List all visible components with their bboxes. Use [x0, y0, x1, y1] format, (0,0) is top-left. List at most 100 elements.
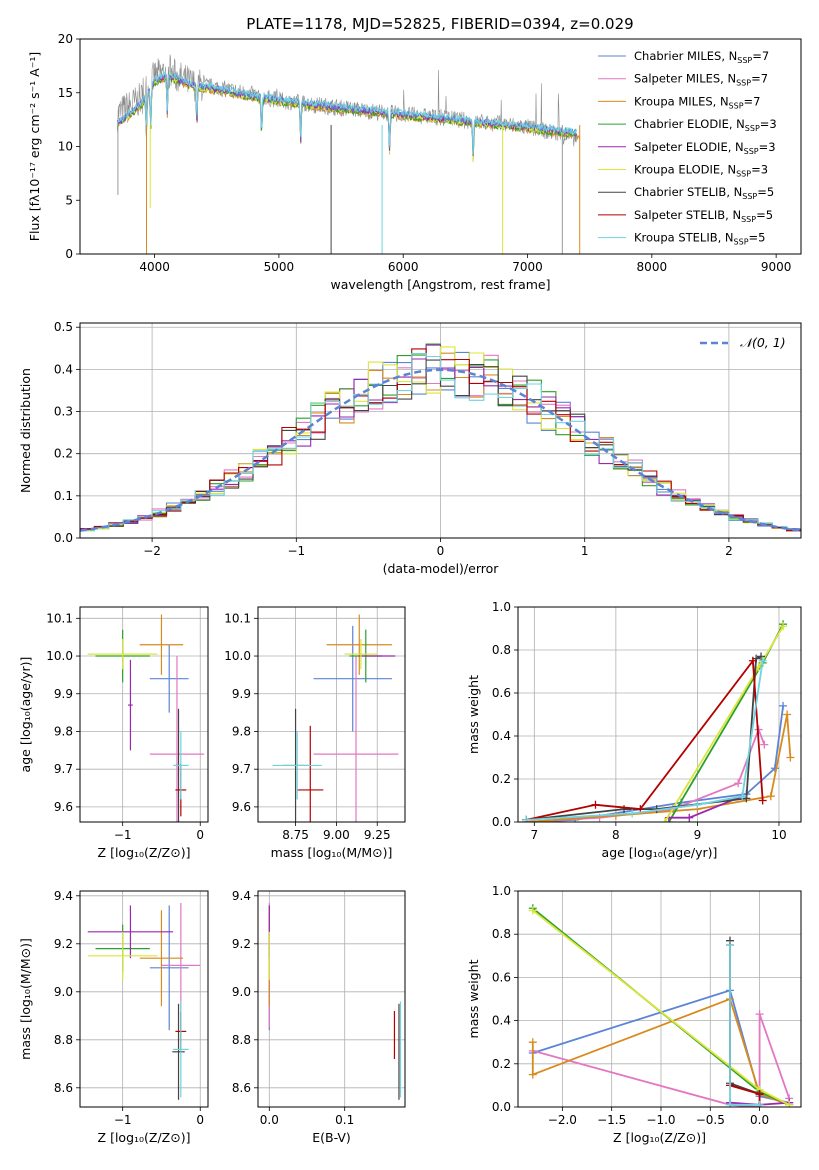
x-tick-label: 2	[725, 544, 733, 558]
weight-marker	[726, 1100, 735, 1107]
weight-marker	[628, 809, 637, 818]
model-spectrum	[116, 74, 578, 163]
normal-curve	[80, 368, 801, 532]
x-tick-label: −1.0	[646, 1113, 675, 1127]
plot-area	[116, 54, 581, 254]
y-axis-label: mass [log₁₀(M/M⊙)]	[18, 938, 33, 1060]
legend-label: Salpeter ELODIE, NSSP=3	[634, 140, 776, 156]
y-tick-label: 0.6	[492, 686, 511, 700]
weight-marker	[620, 805, 629, 814]
y-tick-label: 0.1	[54, 489, 73, 503]
y-tick-label: 0.3	[54, 405, 73, 419]
x-axis-label: Z [log₁₀(Z/Z⊙)]	[98, 845, 191, 860]
x-tick-label: 9.25	[364, 828, 391, 842]
y-tick-label: 8.6	[232, 1081, 251, 1095]
weight-marker	[755, 1090, 764, 1099]
x-tick-label: −1.5	[597, 1113, 626, 1127]
y-tick-label: 10.1	[46, 611, 73, 625]
weight-marker	[755, 1010, 764, 1019]
y-tick-label: 0.4	[492, 729, 511, 743]
x-tick-label: −0.5	[696, 1113, 725, 1127]
weight-line	[526, 705, 784, 822]
x-tick-label: 0.0	[260, 1113, 279, 1127]
panel-spectrum: 4000 5000 6000 7000 8000 9000 0 5 10 15 20 waveleng…	[27, 32, 802, 292]
y-tick-label: 0.2	[492, 772, 511, 786]
weight-marker	[770, 764, 779, 773]
y-tick-label: 0.8	[492, 643, 511, 657]
x-tick-label: 10	[771, 828, 786, 842]
weight-marker	[726, 941, 735, 949]
y-tick-label: 0.6	[492, 970, 511, 984]
panel-mass_vs_Z: −1 0 8.6 8.8 9.0 9.2 9.4 Z [log₁₀(Z/Z⊙)] mass [l…	[18, 889, 209, 1145]
x-tick-label: −1	[114, 828, 132, 842]
weight-marker	[783, 710, 792, 719]
weight-marker	[786, 753, 795, 762]
axes-frame	[257, 890, 406, 1108]
x-axis-label: (data-model)/error	[383, 561, 500, 576]
y-tick-label: 8.6	[54, 1081, 73, 1095]
x-axis-label: wavelength [Angstrom, rest frame]	[330, 277, 550, 292]
weight-marker	[591, 800, 600, 809]
legend-label: Salpeter MILES, NSSP=7	[634, 72, 768, 88]
weight-marker	[760, 740, 769, 749]
legend-label: Chabrier ELODIE, NSSP=3	[634, 117, 777, 133]
y-tick-label: 15	[58, 86, 73, 100]
y-tick-label: 5	[65, 193, 73, 207]
panel-age_vs_mass: 8.75 9.00 9.25 9.6 9.7 9.8 9.9 10.0 10.1 mass [lo…	[224, 606, 406, 860]
weight-marker	[766, 792, 775, 801]
plot-area	[87, 614, 205, 822]
x-axis-label: Z [log₁₀(Z/Z⊙)]	[98, 1130, 191, 1145]
y-axis-label: Flux [fλ10⁻¹⁷ erg cm⁻² s⁻¹ A⁻¹]	[27, 52, 42, 241]
y-axis-label: mass weight	[466, 959, 481, 1038]
y-tick-label: 0.2	[492, 1057, 511, 1071]
observed-spectrum	[117, 54, 578, 158]
panel-age_vs_Z: −1 0 9.6 9.7 9.8 9.9 10.0 10.1 Z [log₁₀(Z/Z⊙)] ag…	[18, 606, 209, 860]
residual-histogram	[80, 353, 801, 531]
y-tick-label: 0.0	[54, 531, 73, 545]
y-tick-label: 9.8	[54, 724, 73, 738]
x-tick-label: 4000	[139, 260, 170, 274]
y-tick-label: 0.2	[54, 447, 73, 461]
y-tick-label: 9.4	[232, 889, 251, 903]
y-tick-label: 9.7	[54, 762, 73, 776]
panel-mass_vs_ebv: 0.0 0.1 8.6 8.8 9.0 9.2 9.4 E(B-V)	[232, 889, 406, 1145]
weight-line	[526, 714, 792, 822]
y-tick-label: 0.0	[492, 815, 511, 829]
x-tick-label: 9000	[761, 260, 792, 274]
y-tick-label: 9.8	[232, 724, 251, 738]
y-tick-label: 10.0	[224, 649, 251, 663]
x-tick-label: 1	[581, 544, 589, 558]
legend-label: Kroupa STELIB, NSSP=5	[634, 231, 765, 247]
plot-area	[528, 904, 794, 1107]
plot-area	[522, 620, 795, 822]
axes-frame	[257, 606, 406, 823]
y-tick-label: 0	[65, 247, 73, 261]
x-tick-label: 0.0	[750, 1113, 769, 1127]
legend: Chabrier MILES, NSSP=7 Salpeter MILES, NS…	[598, 49, 777, 247]
y-tick-label: 9.6	[232, 800, 251, 814]
legend-label: Chabrier STELIB, NSSP=5	[634, 185, 774, 201]
legend-label: Kroupa MILES, NSSP=7	[634, 94, 760, 110]
y-tick-label: 8.8	[54, 1033, 73, 1047]
weight-marker	[748, 656, 757, 665]
y-tick-label: 9.6	[54, 800, 73, 814]
weight-marker	[734, 779, 743, 788]
weight-marker	[779, 701, 788, 710]
y-axis-label: age [log₁₀(age/yr)]	[18, 657, 33, 773]
y-tick-label: 9.2	[54, 937, 73, 951]
x-tick-label: 8.75	[282, 828, 309, 842]
legend-label: Salpeter STELIB, NSSP=5	[634, 208, 773, 224]
y-tick-label: 10.0	[46, 649, 73, 663]
x-tick-label: 0	[437, 544, 445, 558]
panel-weights_vs_age: 7 8 9 10 0.0 0.2 0.4 0.6 0.8 1.0 age [log₁₀(age/yr…	[466, 600, 802, 860]
axes-frame	[517, 890, 802, 1108]
y-tick-label: 9.2	[232, 937, 251, 951]
plot-area	[268, 903, 402, 1100]
x-tick-label: −1	[114, 1113, 132, 1127]
model-spectrum	[116, 70, 578, 154]
model-spectrum	[116, 74, 578, 159]
x-tick-label: 9	[694, 828, 702, 842]
weight-marker	[757, 652, 766, 661]
x-tick-label: −2.0	[548, 1113, 577, 1127]
